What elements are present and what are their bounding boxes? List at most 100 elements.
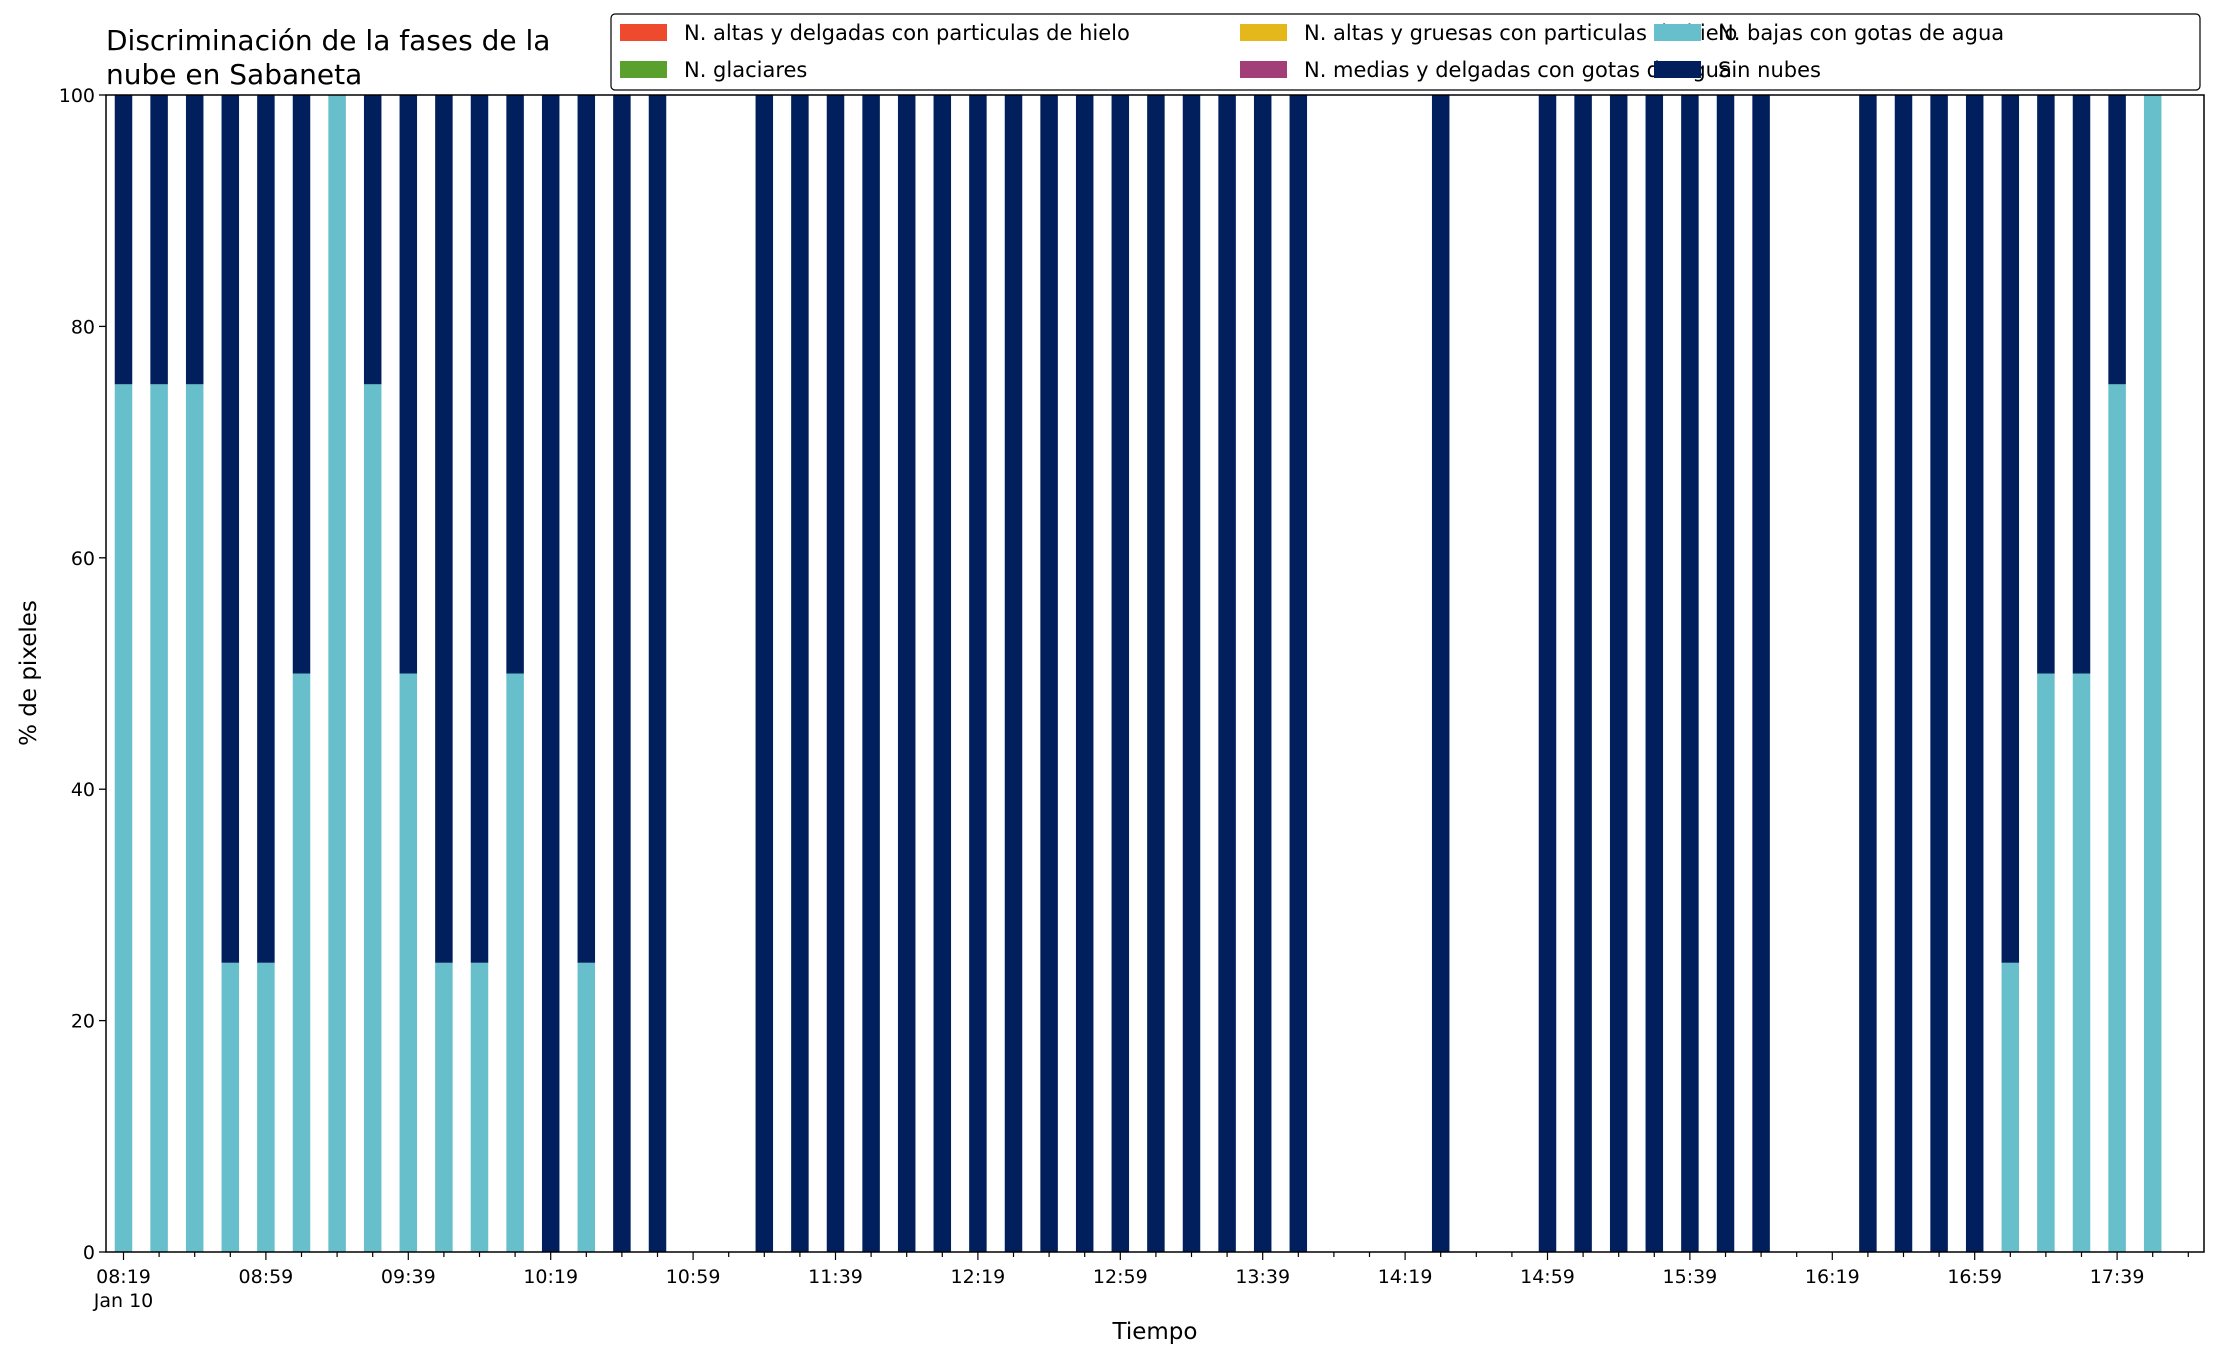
bar-1-series-2 [150,384,168,1252]
bar-32-series-5 [1253,95,1272,1252]
bar-11-series-2 [506,673,524,1252]
bar-8-series-5 [399,95,418,674]
x-axis-ticks: 08:19 08:59 09:39 10:19 10:59 11:39 12:19 12:59… [93,1252,2189,1312]
bar-0-series-2 [114,384,133,1252]
y-axis-label: % de pixeles [16,600,42,746]
y-tick-label-60: 60 [71,548,95,570]
bar-15-series-5 [648,95,667,1252]
bar-11-series-5 [506,95,524,674]
legend-swatch-4 [1240,61,1287,78]
bar-31-series-5 [1218,95,1236,1252]
bar-52-series-5 [1965,95,1984,1252]
x-tick-label-0: 08:19 [96,1266,151,1288]
bar-54-series-5 [2037,95,2055,674]
bar-55-series-2 [2072,673,2091,1252]
y-tick-label-80: 80 [71,316,95,338]
bar-22-series-5 [897,95,916,1252]
bar-50-series-5 [1894,95,1913,1252]
bar-20-series-5 [826,95,845,1252]
x-tick-label-24: 12:19 [951,1266,1006,1288]
y-tick-label-40: 40 [71,779,95,801]
bar-45-series-5 [1716,95,1735,1252]
chart-title-line-1: Discriminación de la fases de la [106,24,550,57]
bar-8-series-2 [399,673,418,1252]
x-tick-label-20: 11:39 [808,1266,863,1288]
x-tick-label-28: 12:59 [1093,1266,1148,1288]
bar-21-series-5 [862,95,880,1252]
bar-13-series-2 [577,962,596,1252]
bar-0-series-5 [114,95,133,385]
bar-18-series-5 [755,95,774,1252]
x-tick-sublabel: Jan 10 [93,1290,154,1312]
legend-swatch-5 [1654,61,1701,78]
bar-26-series-5 [1040,95,1058,1252]
bar-53-series-2 [2001,962,2020,1252]
bar-27-series-5 [1075,95,1094,1252]
x-tick-label-32: 13:39 [1235,1266,1290,1288]
bar-12-series-5 [541,95,560,1252]
legend-label-0: N. altas y delgadas con particulas de hi… [684,21,1130,45]
bar-10-series-2 [470,962,489,1252]
bar-28-series-5 [1111,95,1130,1252]
x-tick-label-16: 10:59 [666,1266,721,1288]
bar-37-series-5 [1431,95,1450,1252]
x-tick-label-40: 14:59 [1520,1266,1575,1288]
x-tick-label-36: 14:19 [1378,1266,1433,1288]
bar-2-series-5 [185,95,204,385]
legend-swatch-0 [620,24,667,41]
y-tick-label-20: 20 [71,1011,95,1033]
bar-3-series-5 [221,95,240,963]
y-axis-ticks: 0 20 40 60 80 100 [59,85,106,1264]
x-tick-label-12: 10:19 [523,1266,578,1288]
bar-46-series-5 [1752,95,1770,1252]
bar-25-series-5 [1004,95,1023,1252]
y-tick-label-100: 100 [59,85,95,107]
chart-title-line-2: nube en Sabaneta [106,58,362,91]
legend-label-5: Sin nubes [1718,58,1821,82]
legend-label-3: N. glaciares [684,58,807,82]
bar-54-series-2 [2037,673,2055,1252]
legend-swatch-1 [1240,24,1287,41]
bar-4-series-2 [257,962,275,1252]
bar-7-series-5 [363,95,382,385]
bar-43-series-5 [1645,95,1664,1252]
bar-5-series-2 [292,673,311,1252]
plot-frame [105,94,2205,1253]
bar-10-series-5 [470,95,489,963]
legend-swatch-3 [620,61,667,78]
bar-19-series-5 [791,95,809,1252]
bar-6-series-2 [328,95,346,1252]
bar-41-series-5 [1574,95,1592,1252]
bar-51-series-5 [1930,95,1948,1252]
bar-57-series-2 [2143,95,2162,1252]
bar-29-series-5 [1147,95,1165,1252]
bar-30-series-5 [1182,95,1201,1252]
bar-56-series-2 [2108,384,2126,1252]
bar-24-series-5 [969,95,987,1252]
bar-42-series-5 [1609,95,1628,1252]
legend-label-2: N. bajas con gotas de agua [1718,21,2004,45]
legend: N. altas y delgadas con particulas de hi… [610,13,2201,91]
bar-44-series-5 [1681,95,1699,1252]
x-tick-label-44: 15:39 [1663,1266,1718,1288]
legend-frame [610,13,2201,91]
x-tick-label-56: 17:39 [2090,1266,2145,1288]
bar-14-series-5 [613,95,631,1252]
x-tick-label-52: 16:59 [1947,1266,2002,1288]
bar-49-series-5 [1859,95,1877,1252]
bar-53-series-5 [2001,95,2020,963]
bar-9-series-2 [435,962,453,1252]
x-tick-label-4: 08:59 [239,1266,294,1288]
bar-1-series-5 [150,95,168,385]
bar-9-series-5 [435,95,453,963]
bar-5-series-5 [292,95,311,674]
bar-55-series-5 [2072,95,2091,674]
bar-3-series-2 [221,962,240,1252]
legend-swatch-2 [1654,24,1701,41]
bars [114,95,2162,1252]
x-tick-label-8: 09:39 [381,1266,436,1288]
x-axis-label: Tiempo [1112,1319,1198,1345]
bar-2-series-2 [185,384,204,1252]
bar-33-series-5 [1289,95,1308,1252]
